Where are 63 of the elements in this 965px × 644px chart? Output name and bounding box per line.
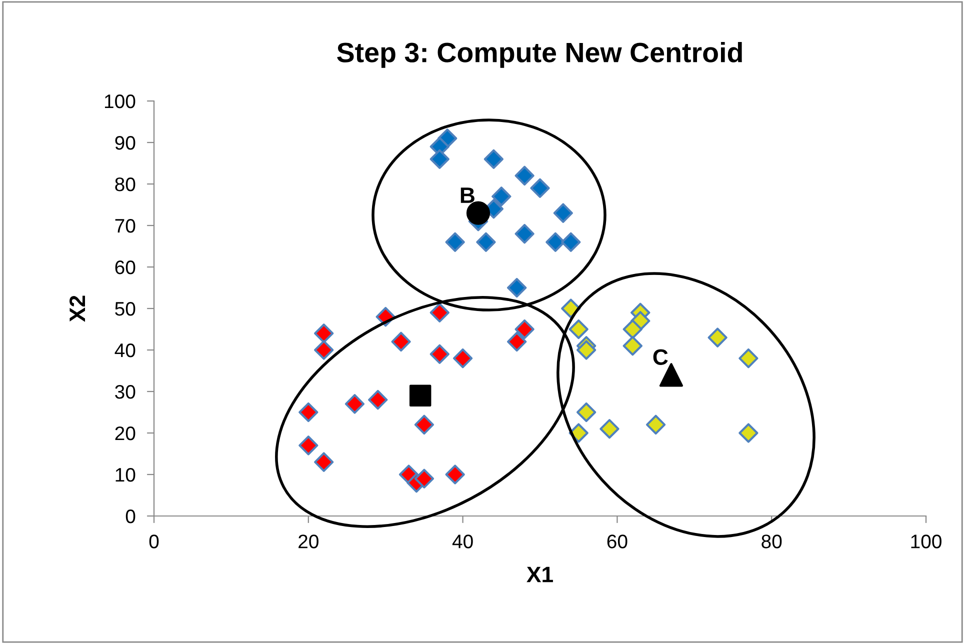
- y-tick-label: 70: [115, 218, 136, 233]
- point: [476, 232, 496, 252]
- point: [507, 278, 527, 298]
- point: [568, 319, 588, 340]
- y-tick-label: 50: [115, 302, 136, 316]
- point: [430, 302, 450, 322]
- point: [430, 149, 450, 169]
- point: [622, 336, 642, 356]
- point: [514, 319, 534, 340]
- point: [622, 319, 642, 340]
- point: [514, 166, 534, 186]
- point: [409, 384, 432, 407]
- y-axis-title: X2: [69, 296, 86, 322]
- point: [514, 224, 534, 244]
- point: [430, 344, 450, 364]
- point: [314, 340, 334, 360]
- y-tick-label: 30: [115, 384, 136, 399]
- x-tick-label: 40: [452, 534, 473, 548]
- point: [708, 328, 728, 348]
- point: [452, 348, 473, 368]
- y-tick-label: 100: [104, 94, 136, 108]
- y-tick-label: 40: [114, 343, 136, 358]
- y-tick-label: 0: [126, 509, 136, 524]
- point: [507, 332, 527, 352]
- point: [553, 203, 573, 223]
- point: [492, 186, 512, 206]
- point: [561, 232, 581, 252]
- point: [659, 363, 684, 387]
- point: [546, 232, 566, 252]
- point: [646, 414, 666, 435]
- point: [738, 348, 758, 368]
- y-tick-label: 20: [115, 426, 136, 440]
- x-tick-label: 0: [149, 534, 159, 548]
- point: [314, 452, 334, 472]
- y-tick-label: 80: [115, 177, 136, 192]
- y-tick-label: 60: [115, 260, 136, 274]
- point: [445, 232, 465, 252]
- y-tick-label: 90: [115, 136, 136, 150]
- point: [298, 402, 318, 422]
- x-tick-label: 100: [911, 534, 942, 548]
- point: [414, 468, 434, 488]
- point: [738, 423, 758, 443]
- point: [314, 324, 334, 344]
- point: [344, 394, 365, 414]
- point: [445, 464, 465, 484]
- x-axis-title: X1: [526, 566, 553, 582]
- point: [368, 390, 388, 410]
- point: [600, 419, 620, 439]
- x-tick-label: 60: [607, 534, 628, 548]
- x-tick-label: 80: [762, 534, 782, 548]
- point: [576, 402, 596, 422]
- point: [466, 201, 490, 225]
- point: [576, 340, 596, 360]
- chart-title: Step 3: Compute New Centroid: [337, 42, 742, 68]
- annotation: B: [460, 188, 474, 203]
- point: [298, 436, 318, 456]
- x-tick-label: 20: [298, 534, 318, 548]
- annotation: C: [653, 349, 668, 365]
- y-tick-label: 10: [116, 468, 136, 482]
- point: [530, 178, 550, 198]
- point: [484, 149, 504, 169]
- point: [391, 332, 411, 352]
- point: [414, 414, 434, 435]
